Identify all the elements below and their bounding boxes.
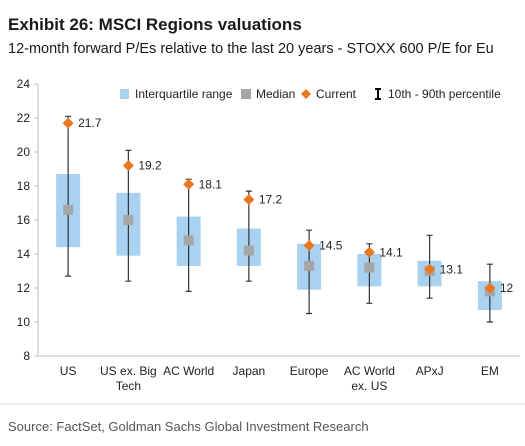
- x-tick-label: Europe: [290, 364, 329, 378]
- x-tick-label: EM: [481, 364, 499, 378]
- median: [243, 245, 254, 256]
- current: [62, 117, 74, 129]
- current: [303, 240, 315, 251]
- value-label: 14.5: [319, 239, 343, 253]
- value-label: 19.2: [138, 159, 162, 173]
- current: [424, 263, 436, 275]
- median: [364, 262, 375, 273]
- y-tick-label: 10: [17, 315, 31, 329]
- y-tick-label: 20: [17, 145, 31, 159]
- value-label: 12: [500, 281, 514, 295]
- value-label: 13.1: [440, 262, 464, 276]
- y-tick-label: 16: [17, 213, 31, 227]
- legend-label: Current: [316, 87, 357, 101]
- median: [183, 235, 194, 246]
- legend-swatch: [241, 89, 251, 99]
- y-tick-label: 22: [17, 111, 31, 125]
- chart-title: Exhibit 26: MSCI Regions valuations: [8, 15, 302, 34]
- x-tick-label: AC World: [163, 364, 214, 378]
- y-tick-label: 12: [17, 281, 31, 295]
- x-tick-label: US ex. Big Tech: [100, 364, 157, 393]
- legend-swatch: [120, 89, 129, 99]
- value-label: 17.2: [259, 193, 283, 207]
- legend-label: Median: [256, 87, 295, 101]
- chart-subtitle: 12-month forward P/Es relative to the la…: [8, 41, 494, 57]
- legend-label: 10th - 90th percentile: [388, 87, 501, 101]
- y-tick-label: 8: [23, 349, 30, 363]
- y-tick-label: 18: [17, 179, 31, 193]
- percentile-whisker: [245, 190, 252, 282]
- current: [183, 178, 195, 190]
- x-tick-label: Japan: [233, 364, 266, 378]
- legend-swatch: [301, 89, 311, 99]
- current: [484, 282, 496, 294]
- x-tick-label: AC World ex. US: [344, 364, 395, 393]
- y-tick-label: 14: [17, 247, 31, 261]
- x-tick-label: APxJ: [416, 364, 444, 378]
- legend-label: Interquartile range: [135, 87, 233, 101]
- percentile-whisker: [65, 115, 72, 277]
- value-label: 14.1: [379, 245, 403, 259]
- median: [63, 204, 74, 215]
- value-label: 18.1: [199, 177, 223, 191]
- median: [123, 215, 134, 225]
- x-tick-label: US: [60, 364, 77, 378]
- current: [243, 194, 255, 206]
- current: [363, 246, 375, 258]
- source: Source: FactSet, Goldman Sachs Global In…: [8, 419, 369, 434]
- legend-swatch: [375, 88, 381, 100]
- value-label: 21.7: [78, 116, 102, 130]
- median: [304, 260, 315, 271]
- current: [122, 160, 134, 172]
- y-tick-label: 24: [17, 77, 31, 91]
